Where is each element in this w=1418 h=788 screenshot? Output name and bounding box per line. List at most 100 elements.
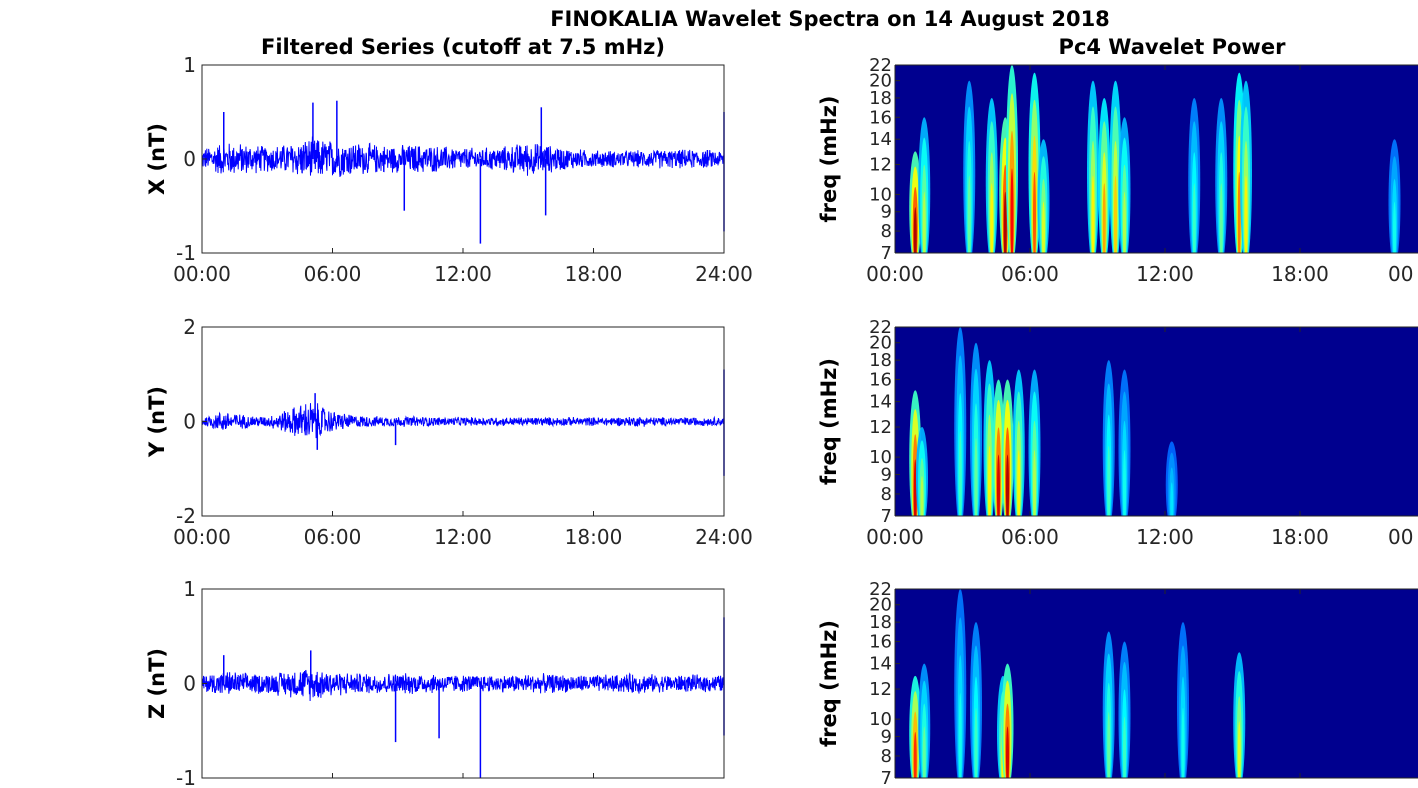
power-burst [970,342,982,516]
x-tick-label: 00:00 [866,262,924,286]
burst-layer [988,445,991,516]
y-axis-label: Y (nT) [145,386,169,458]
burst-layer [1003,191,1007,253]
y-tick-label: -1 [176,766,196,788]
burst-layer [1192,183,1196,253]
y-tick-label: 18 [869,88,892,109]
burst-layer [913,459,917,516]
power-burst [1028,72,1041,253]
y-tick-label: 14 [869,129,892,150]
power-burst [1118,641,1131,778]
power-burst [1109,80,1122,253]
power-burst [918,663,931,778]
burst-layer [1237,171,1241,253]
burst-layer [1017,450,1021,516]
y-tick-label: 20 [869,595,892,616]
series-panel-1: 1 0 -100:00 06:00 12:00 18:00 24:00 X (nT) [145,53,753,286]
y-tick-label: 22 [869,579,892,600]
wavelet-power-image [895,327,1418,516]
y-tick-label: 8 [881,484,892,505]
x-tick-label: 12:00 [1136,262,1194,286]
burst-layer [974,707,978,778]
x-tick-label: 00:00 [866,525,924,549]
series-panel-2: 2 0 -200:00 06:00 12:00 18:00 24:00 Y (nT) [145,315,753,549]
y-tick-label: 10 [869,709,892,730]
x-tick-label: 24:00 [695,525,753,549]
power-burst [1087,80,1099,253]
burst-layer [958,692,962,778]
power-burst [1102,631,1115,778]
power-burst [918,117,931,253]
right-column-title: Pc4 Wavelet Power [1059,35,1287,59]
power-burst [1102,360,1115,516]
y-axis-label: freq (mHz) [817,620,841,747]
y-tick-label: 14 [869,392,892,413]
power-background [895,589,1418,778]
y-tick-label: 20 [869,333,892,354]
y-tick-label: 0 [183,410,196,434]
burst-layer [1393,201,1396,253]
filtered-series-line [201,403,725,439]
burst-layer [1006,726,1009,778]
power-burst [1177,622,1189,778]
x-tick-label: 00 [1388,262,1413,286]
burst-layer [1219,183,1223,253]
y-tick-label: 16 [869,632,892,653]
y-tick-label: 12 [869,679,892,700]
x-tick-label: 18:00 [565,262,623,286]
y-tick-label: 1 [183,53,196,77]
power-burst [1012,369,1025,516]
power-burst [1098,97,1111,253]
y-tick-label: 10 [869,184,892,205]
burst-layer [1181,707,1185,778]
y-tick-label: 12 [869,417,892,438]
burst-layer [922,191,926,253]
burst-layer [997,454,1000,516]
burst-layer [974,438,978,516]
power-burst [1037,139,1050,253]
burst-layer [1033,450,1036,516]
y-tick-label: 2 [183,315,196,339]
y-axis-label: Z (nT) [145,648,169,719]
x-tick-label: 06:00 [304,525,362,549]
y-tick-label: 22 [869,55,892,76]
burst-layer [1107,712,1111,778]
power-background [895,327,1418,516]
burst-layer [1237,721,1241,778]
burst-layer [990,183,994,253]
y-tick-label: 9 [881,202,892,223]
power-burst [963,80,976,253]
y-axis-label: X (nT) [145,123,169,195]
power-burst [909,151,922,253]
y-tick-label: 16 [869,370,892,391]
y-tick-label: 18 [869,350,892,371]
x-tick-label: 00:00 [173,262,231,286]
x-tick-label: 18:00 [1271,262,1329,286]
burst-layer [1102,183,1106,253]
filtered-series-line [201,669,725,702]
x-tick-label: 06:00 [1001,262,1059,286]
y-tick-label: 1 [183,577,196,601]
series-panel-3: 1 0 -1 Z (nT) [145,577,725,788]
y-tick-label: -1 [176,241,196,265]
burst-layer [958,430,962,516]
wavelet-power-image [895,589,1418,778]
power-burst [1118,369,1131,516]
burst-layer [1006,454,1009,516]
power-burst [916,427,928,516]
burst-layer [1114,175,1117,253]
burst-layer [913,732,917,778]
y-tick-label: 20 [869,71,892,92]
power-background [895,65,1418,253]
y-tick-label: 9 [881,727,892,748]
wavelet-power-image [895,65,1418,253]
burst-layer [913,207,917,253]
y-tick-label: 7 [881,768,892,788]
power-burst [983,360,996,516]
x-tick-label: 06:00 [304,262,362,286]
y-tick-label: 0 [183,672,196,696]
power-burst [1028,369,1041,516]
x-tick-label: 12:00 [434,262,492,286]
